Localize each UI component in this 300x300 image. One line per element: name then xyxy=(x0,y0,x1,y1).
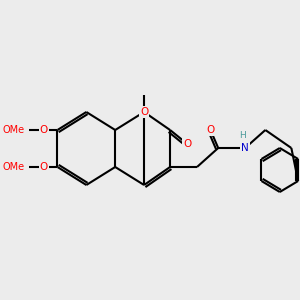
Text: O: O xyxy=(206,125,214,135)
Text: N: N xyxy=(241,143,249,153)
Text: OMe: OMe xyxy=(3,125,25,135)
Text: H: H xyxy=(239,130,246,140)
Text: O: O xyxy=(40,125,48,135)
Text: OMe: OMe xyxy=(3,162,25,172)
Text: O: O xyxy=(40,162,48,172)
Text: O: O xyxy=(140,107,148,117)
Text: O: O xyxy=(183,139,191,149)
